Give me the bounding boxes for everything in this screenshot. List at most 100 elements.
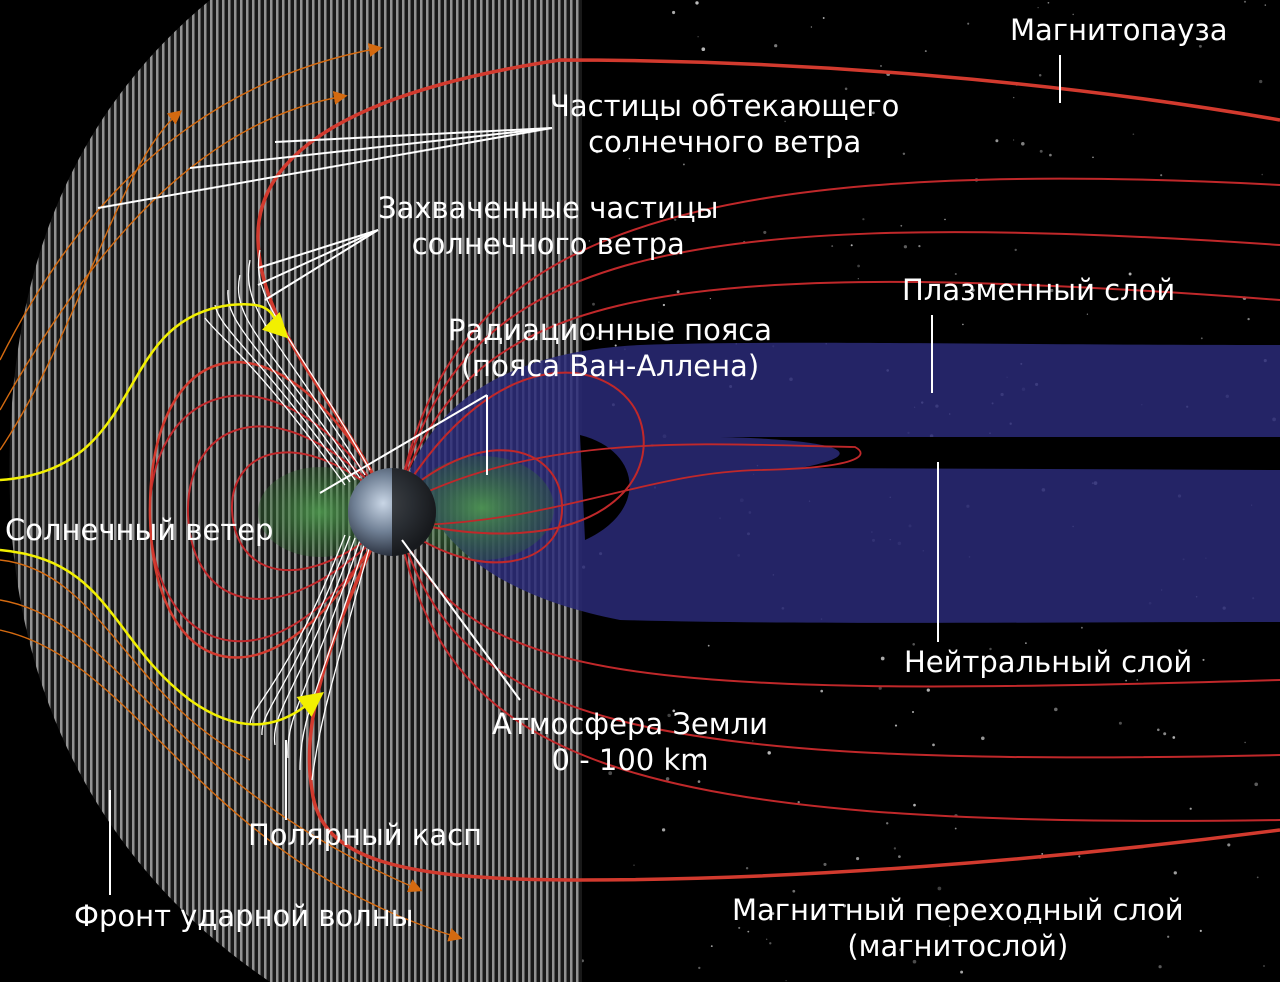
star [667, 713, 671, 718]
star [899, 947, 903, 952]
star [1198, 44, 1202, 48]
star [697, 780, 701, 783]
label-magnetopause: Магнитопауза [1010, 13, 1228, 47]
star [1132, 133, 1135, 136]
star [960, 970, 964, 974]
star [880, 656, 885, 661]
star [962, 323, 964, 326]
star [1244, 741, 1246, 744]
star [912, 711, 914, 713]
star [880, 65, 882, 67]
star [842, 904, 846, 908]
star [893, 847, 897, 850]
label-radiation-belts: Радиационные пояса (пояса Ван-Аллена) [448, 312, 772, 384]
star [1072, 13, 1074, 16]
label-magnetosheath-line2: (магнитослой) [847, 929, 1069, 963]
star [900, 224, 903, 227]
star [629, 217, 631, 219]
star [989, 647, 992, 651]
star [661, 828, 666, 832]
star [709, 297, 712, 300]
star [797, 801, 800, 804]
star [1086, 313, 1089, 315]
star [898, 855, 901, 858]
star [1012, 139, 1015, 141]
star [1263, 965, 1265, 967]
star [1012, 96, 1015, 99]
star [1038, 73, 1042, 77]
star [1037, 6, 1039, 9]
label-flowing-particles-line2: солнечного ветра [588, 125, 862, 159]
star [1049, 153, 1052, 157]
star [879, 903, 882, 905]
star [1132, 22, 1136, 26]
star [658, 321, 660, 323]
label-solar-wind: Солнечный ветер [5, 513, 274, 547]
star [1254, 782, 1259, 787]
star [872, 111, 875, 115]
label-bow-shock: Фронт ударной волны [74, 899, 414, 933]
label-captured-particles-line2: солнечного ветра [411, 227, 685, 261]
star [1041, 853, 1044, 855]
star [763, 230, 767, 234]
star [1092, 914, 1095, 916]
star [1261, 173, 1263, 176]
star [932, 743, 935, 747]
star [823, 862, 827, 866]
star [857, 264, 860, 268]
star [1025, 642, 1027, 644]
label-captured-particles-line1: Захваченные частицы [378, 191, 719, 225]
star [1047, 1, 1050, 4]
star [633, 864, 635, 866]
star [1136, 679, 1138, 681]
star [1174, 29, 1176, 32]
star [636, 140, 638, 143]
star [995, 139, 999, 143]
star [1227, 843, 1231, 847]
star [971, 288, 975, 292]
leader-lines [97, 55, 1061, 895]
star [1029, 921, 1032, 923]
star [1189, 807, 1192, 810]
star [926, 688, 930, 692]
star [1167, 935, 1170, 938]
star [701, 47, 706, 52]
star [810, 26, 813, 28]
star [1247, 317, 1250, 321]
star [662, 303, 666, 307]
star [857, 278, 859, 280]
label-radiation-belts-line2: (пояса Ван-Аллена) [460, 349, 760, 383]
star [878, 686, 882, 690]
star [1259, 79, 1263, 84]
star [1264, 4, 1267, 6]
star [954, 272, 957, 276]
star [672, 709, 676, 713]
star [912, 643, 915, 646]
star [1157, 728, 1160, 732]
star [862, 218, 865, 221]
star [981, 736, 985, 741]
star [586, 332, 590, 336]
label-atmosphere: Атмосфера Земли 0 - 100 km [492, 706, 768, 778]
star [697, 35, 699, 38]
solar-wind-lines [0, 43, 463, 942]
star [1202, 658, 1205, 661]
star [766, 938, 768, 940]
star [695, 1, 699, 5]
star [1021, 142, 1025, 146]
label-flowing-particles-line1: Частицы обтекающего [550, 89, 900, 123]
solar-wind-highlight-lines [0, 302, 324, 726]
label-neutral-sheet: Нейтральный слой [904, 645, 1193, 679]
plasma-sheet [410, 342, 1280, 623]
star [831, 245, 834, 248]
star [954, 827, 957, 830]
star [1014, 248, 1017, 252]
star [886, 822, 889, 825]
star [595, 336, 599, 340]
star [913, 803, 916, 807]
star [592, 302, 595, 306]
star [785, 979, 787, 982]
star [1092, 156, 1094, 159]
star [698, 966, 701, 970]
label-radiation-belts-line1: Радиационные пояса [448, 313, 772, 347]
